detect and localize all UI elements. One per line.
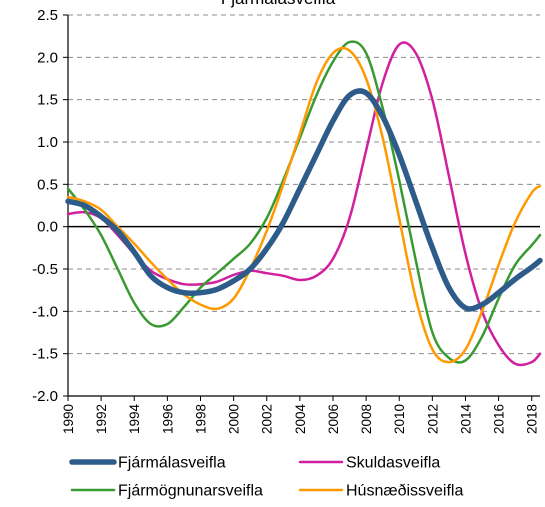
x-tick-label: 2010 [392, 404, 407, 434]
y-tick-label: -1.0 [32, 303, 58, 320]
y-tick-label: 2.5 [37, 7, 58, 24]
series-line-1 [65, 88, 543, 312]
series-line-2 [66, 41, 542, 367]
legend: Fjármálasveifla Skuldasveifla Fjármögnunar… [69, 455, 463, 500]
x-tick-label: 1994 [127, 404, 142, 435]
y-tick-label: -2.0 [32, 388, 58, 405]
x-tick-label: 1990 [61, 404, 76, 434]
legend-label: Fjármögnunarsveifla [118, 483, 263, 500]
y-tick-label: -0.5 [32, 261, 58, 278]
y-tick-label: 0.5 [37, 176, 58, 193]
legend-label: Skuldasveifla [346, 455, 440, 472]
x-tick-label: 1992 [94, 404, 109, 434]
axes [63, 14, 540, 401]
x-tick-label: 2018 [525, 404, 540, 434]
y-axis-tick-labels: 2.5 2.0 1.5 1.0 0.5 0.0 -0.5 -1.0 -1.5 -2.0 [32, 7, 58, 405]
x-tick-label: 2006 [326, 404, 341, 434]
y-tick-label: 0.0 [37, 219, 58, 236]
x-tick-label: 2000 [227, 404, 242, 434]
x-tick-label: 2008 [359, 404, 374, 434]
y-tick-label: 1.0 [37, 134, 58, 151]
y-tick-label: -1.5 [32, 346, 58, 363]
series-lines [65, 40, 543, 367]
y-tick-label: 1.5 [37, 92, 58, 109]
legend-label: Húsnæðissveifla [346, 483, 463, 500]
x-tick-label: 2012 [425, 404, 440, 434]
series-line-3 [66, 40, 542, 364]
x-tick-label: 1998 [193, 404, 208, 434]
legend-label: Fjármálasveifla [118, 455, 226, 472]
x-tick-label: 2014 [458, 404, 473, 435]
chart-title: Fjármálasveifla [221, 0, 336, 8]
x-tick-label: 1996 [160, 404, 175, 434]
series-line-4 [66, 46, 542, 364]
x-tick-label: 2002 [260, 404, 275, 434]
x-axis-tick-labels: 1990 1992 1994 1996 1998 2000 2002 2004 2006 2008… [61, 404, 540, 435]
x-tick-label: 2016 [492, 404, 507, 434]
x-tick-label: 2004 [293, 404, 308, 435]
y-tick-label: 2.0 [37, 49, 58, 66]
